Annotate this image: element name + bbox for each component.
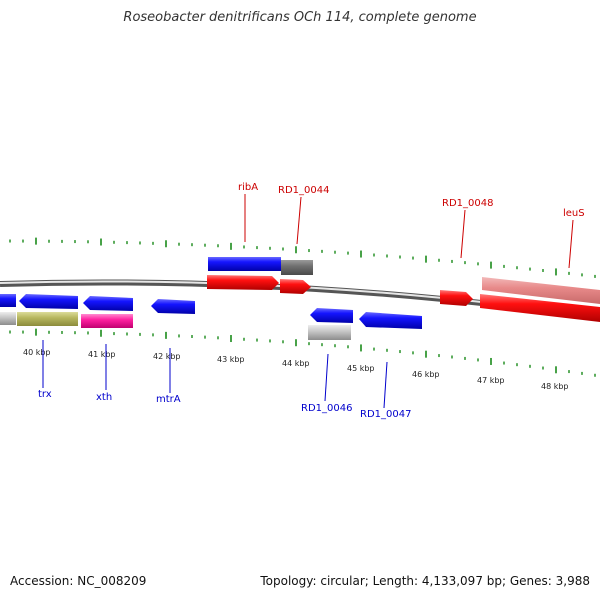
tick-label: 48 kbp <box>541 382 569 391</box>
label-RD1_0046[interactable]: RD1_0046 <box>301 403 352 414</box>
gene-ribA-cds[interactable] <box>281 260 313 275</box>
gene-left-gray[interactable] <box>0 312 16 325</box>
label-ribA[interactable]: ribA <box>238 182 258 193</box>
accession-text: Accession: NC_008209 <box>10 574 147 588</box>
gene-RD1_0047[interactable] <box>359 312 422 329</box>
label-RD1_0044[interactable]: RD1_0044 <box>278 185 329 196</box>
label-leuS[interactable]: leuS <box>563 208 585 219</box>
label-trx[interactable]: trx <box>38 389 52 400</box>
genome-stats-text: Topology: circular; Length: 4,133,097 bp… <box>260 574 590 588</box>
tick-label: 42 kbp <box>153 352 181 361</box>
gene-trx[interactable] <box>17 312 78 326</box>
gene-mtrA[interactable] <box>151 299 195 314</box>
label-leaders <box>42 194 574 409</box>
genome-title: Roseobacter denitrificans OCh 114, compl… <box>123 10 477 25</box>
lower-tick-track <box>9 328 596 377</box>
gene-trx-upstream[interactable] <box>19 294 78 309</box>
label-RD1_0048[interactable]: RD1_0048 <box>442 198 493 209</box>
tick-label: 45 kbp <box>347 364 375 373</box>
gene-RD1_0044[interactable] <box>280 279 311 294</box>
label-mtrA[interactable]: mtrA <box>156 394 181 405</box>
gene-RD1_0046[interactable] <box>310 308 353 323</box>
tick-label: 43 kbp <box>217 355 245 364</box>
tick-label: 46 kbp <box>412 370 440 379</box>
label-RD1_0047[interactable]: RD1_0047 <box>360 409 411 420</box>
gene-RD1_0046-cds[interactable] <box>308 325 351 340</box>
upper-tick-track <box>9 237 596 278</box>
tick-label: 40 kbp <box>23 348 51 357</box>
tick-label: 44 kbp <box>282 359 310 368</box>
gene-xth-upstream[interactable] <box>83 296 133 311</box>
tick-label: 47 kbp <box>477 376 505 385</box>
gene-left-edge[interactable] <box>0 294 16 307</box>
gene-ribA[interactable] <box>208 257 281 271</box>
tick-labels: 40 kbp 41 kbp 42 kbp 43 kbp 44 kbp 45 kb… <box>23 348 569 391</box>
gene-RD1_0048[interactable] <box>440 290 473 306</box>
gene-leuS-region[interactable] <box>482 277 600 304</box>
gene-xth[interactable] <box>81 314 133 328</box>
gene-forward-43k-a[interactable] <box>207 275 279 290</box>
gene-leuS[interactable] <box>480 294 600 322</box>
label-xth[interactable]: xth <box>96 392 112 403</box>
tick-label: 41 kbp <box>88 350 116 359</box>
